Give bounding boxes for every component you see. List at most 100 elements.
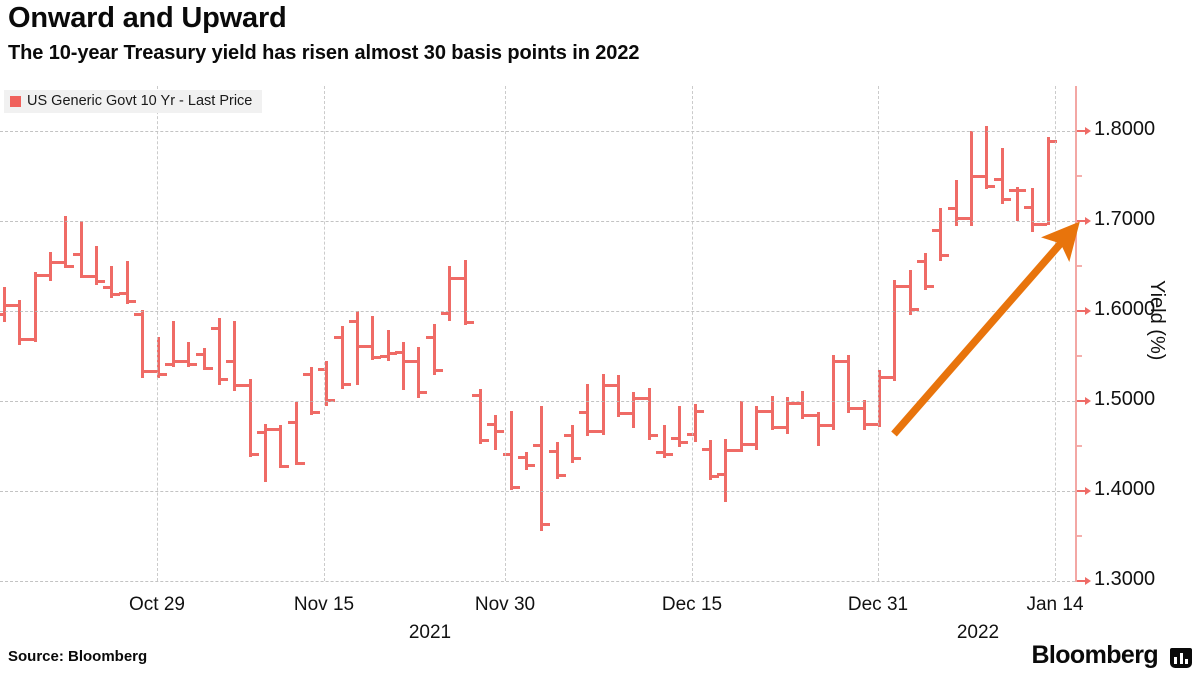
ohlc-bar <box>448 266 452 321</box>
ohlc-bar <box>601 374 605 436</box>
x-axis-year-label: 2021 <box>408 622 452 643</box>
y-axis-minor-tick <box>1077 175 1082 177</box>
y-axis-tick-arrow-icon <box>1085 217 1091 225</box>
page-subtitle: The 10-year Treasury yield has risen alm… <box>8 42 640 64</box>
ohlc-open-tick <box>855 407 863 411</box>
source-note: Source: Bloomberg <box>8 648 148 665</box>
ohlc-open-tick <box>0 312 3 316</box>
ohlc-open-tick <box>656 451 664 455</box>
ohlc-bar <box>586 383 590 437</box>
gridline-vertical <box>324 86 325 581</box>
ohlc-close-tick <box>190 363 198 367</box>
ohlc-close-tick <box>620 411 627 415</box>
gridline-horizontal <box>0 311 1075 312</box>
ohlc-bar <box>18 300 22 346</box>
ohlc-close-tick <box>834 360 842 364</box>
ohlc-bar <box>79 221 83 278</box>
ohlc-close-tick <box>405 359 413 363</box>
ohlc-bar <box>755 406 759 450</box>
ohlc-close-tick <box>635 397 643 401</box>
ohlc-open-tick <box>702 447 710 451</box>
ohlc-open-tick <box>1039 222 1047 226</box>
ohlc-series <box>0 86 1075 581</box>
legend-label: US Generic Govt 10 Yr - Last Price <box>27 93 253 109</box>
ohlc-bar <box>95 246 99 285</box>
x-axis-label: Dec 15 <box>661 594 723 615</box>
legend-swatch-icon <box>10 95 21 107</box>
y-axis-minor-tick <box>1077 445 1082 447</box>
ohlc-bar <box>463 259 467 326</box>
ohlc-open-tick <box>625 411 633 415</box>
ohlc-close-tick <box>174 359 182 363</box>
chart-legend[interactable]: US Generic Govt 10 Yr - Last Price <box>4 90 263 113</box>
ohlc-open-tick <box>103 285 111 289</box>
ohlc-open-tick <box>379 355 387 358</box>
ohlc-open-tick <box>26 337 34 341</box>
ohlc-bar <box>340 326 344 390</box>
ohlc-bar <box>693 403 697 443</box>
ohlc-bar <box>985 125 989 190</box>
ohlc-open-tick <box>932 229 940 232</box>
ohlc-open-tick <box>563 434 571 438</box>
y-axis-minor-tick <box>1077 355 1082 357</box>
ohlc-open-tick <box>1024 205 1032 209</box>
y-axis-label: 1.8000 <box>1094 118 1156 140</box>
ohlc-close-tick <box>144 370 152 374</box>
ohlc-open-tick <box>303 373 310 376</box>
ohlc-bar <box>739 401 743 453</box>
ohlc-open-tick <box>164 363 172 367</box>
ohlc-open-tick <box>610 383 617 387</box>
ohlc-bar <box>877 370 881 428</box>
gridline-horizontal <box>0 581 1075 582</box>
y-axis-tick-arrow-icon <box>1085 307 1091 315</box>
bloomberg-logo-icon <box>1170 648 1192 668</box>
y-axis-minor-tick <box>1077 535 1082 537</box>
ohlc-bar <box>279 425 283 469</box>
ohlc-open-tick <box>42 274 50 277</box>
ohlc-close-tick <box>666 453 674 457</box>
bloomberg-wordmark: Bloomberg <box>1031 641 1158 669</box>
ohlc-bar <box>1016 186 1020 221</box>
ohlc-close-tick <box>52 260 60 264</box>
ohlc-close-tick <box>21 337 29 341</box>
ohlc-close-tick <box>773 426 781 430</box>
ohlc-close-tick <box>435 369 443 373</box>
ohlc-open-tick <box>748 443 756 447</box>
ohlc-bar <box>356 311 360 385</box>
gridline-horizontal <box>0 491 1075 492</box>
ohlc-close-tick <box>850 407 858 411</box>
y-axis-tick-arrow-icon <box>1085 577 1091 585</box>
ohlc-close-tick <box>1003 197 1011 201</box>
ohlc-open-tick <box>870 422 878 426</box>
ohlc-bar <box>371 316 375 360</box>
ohlc-close-tick <box>819 424 827 428</box>
ohlc-open-tick <box>778 426 786 430</box>
y-axis-line <box>1075 86 1077 582</box>
ohlc-bar <box>202 347 206 371</box>
ohlc-bar <box>970 131 974 227</box>
ohlc-bar <box>187 341 191 367</box>
ohlc-close-tick <box>497 429 505 433</box>
page-title: Onward and Upward <box>8 2 287 34</box>
ohlc-open-tick <box>978 175 986 178</box>
ohlc-close-tick <box>128 300 136 304</box>
ohlc-close-tick <box>98 280 106 284</box>
ohlc-open-tick <box>886 375 894 379</box>
ohlc-bar <box>663 425 667 458</box>
ohlc-bar <box>478 389 482 445</box>
ohlc-bar <box>831 355 835 430</box>
ohlc-open-tick <box>425 336 433 340</box>
y-axis-label: 1.3000 <box>1094 568 1156 590</box>
ohlc-open-tick <box>287 420 295 424</box>
y-axis-tick <box>1077 310 1086 312</box>
y-axis-tick-arrow-icon <box>1085 127 1091 135</box>
ohlc-open-tick <box>210 327 218 331</box>
x-axis-year-label: 2022 <box>956 622 1000 643</box>
ohlc-bar <box>847 355 851 413</box>
ohlc-close-tick <box>804 413 812 417</box>
gridline-vertical <box>878 86 879 581</box>
ohlc-bar <box>678 406 682 447</box>
x-axis-label: Nov 30 <box>474 594 536 615</box>
ohlc-open-tick <box>579 410 587 414</box>
